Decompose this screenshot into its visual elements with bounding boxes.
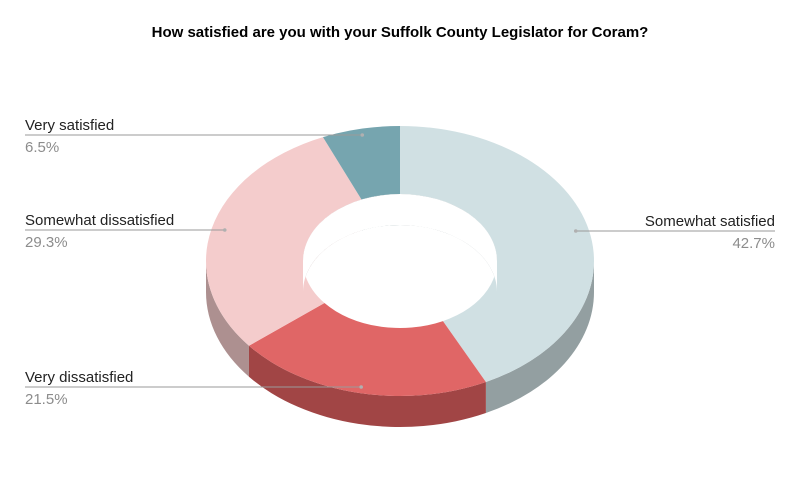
- leader-dot-very-satisfied: [360, 133, 365, 137]
- chart-title: How satisfied are you with your Suffolk …: [151, 24, 649, 41]
- slice-value-somewhat-dissatisfied: 29.3%: [25, 234, 68, 251]
- slice-very-satisfied: [322, 126, 400, 200]
- side-wall-somewhat-dissatisfied: [206, 261, 249, 377]
- slice-label-somewhat-satisfied: Somewhat satisfied: [645, 213, 775, 230]
- leader-dot-somewhat-satisfied: [573, 229, 578, 233]
- side-wall-somewhat-satisfied: [485, 261, 594, 414]
- slice-value-very-satisfied: 6.5%: [25, 139, 59, 156]
- side-wall-very-dissatisfied: [248, 345, 486, 428]
- slice-value-somewhat-satisfied: 42.7%: [732, 235, 775, 252]
- slice-labels: Somewhat satisfied 42.7% Very dissatisfied…: [25, 117, 775, 408]
- slice-value-very-dissatisfied: 21.5%: [25, 391, 68, 408]
- slice-label-very-satisfied: Very satisfied: [25, 117, 114, 134]
- donut-sides: [206, 261, 594, 428]
- donut-top-faces: [205, 126, 594, 396]
- slice-label-very-dissatisfied: Very dissatisfied: [25, 369, 133, 386]
- leader-dot-very-dissatisfied: [359, 385, 363, 389]
- slice-very-dissatisfied: [248, 303, 486, 396]
- hole-floor: [303, 194, 497, 292]
- slice-somewhat-dissatisfied: [205, 137, 362, 346]
- slice-label-somewhat-dissatisfied: Somewhat dissatisfied: [25, 212, 174, 229]
- slice-somewhat-satisfied: [400, 126, 594, 383]
- leader-dot-somewhat-dissatisfied: [222, 228, 227, 232]
